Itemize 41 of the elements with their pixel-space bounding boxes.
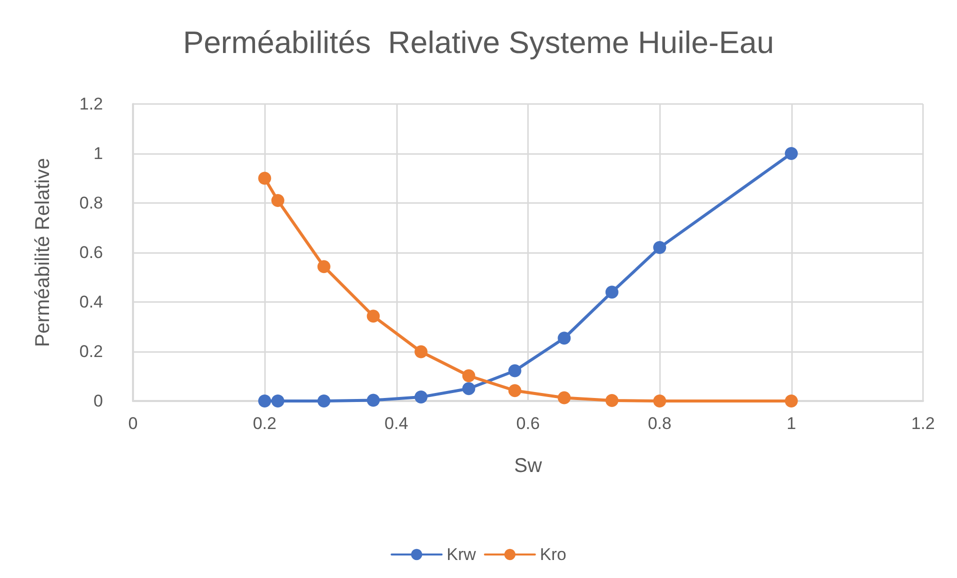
point: [784, 394, 798, 408]
x-tick-label: 0.2: [252, 414, 276, 433]
point: [317, 260, 330, 274]
point: [508, 384, 522, 398]
y-tick-label: 1.2: [79, 94, 103, 114]
point: [558, 391, 571, 404]
legend-label: Kro: [540, 545, 566, 564]
point: [317, 394, 330, 408]
point: [462, 369, 476, 382]
x-tick-label: 1.2: [911, 414, 935, 433]
y-tick-label: 0.4: [79, 292, 103, 312]
legend-label: Krw: [446, 545, 477, 564]
point: [508, 364, 522, 378]
y-tick-label: 0.8: [79, 194, 103, 212]
x-tick-label: 0.6: [516, 414, 540, 433]
point: [414, 390, 428, 404]
point: [784, 147, 798, 160]
point: [366, 310, 380, 323]
point: [605, 394, 618, 407]
chart-title: Perméabilités Relative Systeme Huile-Eau: [183, 25, 774, 60]
x-axis-title: Sw: [514, 455, 542, 477]
point: [258, 172, 272, 185]
x-tick-label: 0: [128, 414, 138, 433]
point: [258, 394, 272, 408]
x-tick-label: 0.8: [648, 414, 672, 433]
point: [462, 382, 476, 396]
y-tick-label: 1: [94, 144, 103, 163]
point: [653, 394, 666, 408]
point: [605, 286, 618, 299]
x-tick-label: 0.4: [384, 414, 408, 433]
y-tick-label: 0.2: [79, 342, 103, 361]
point: [271, 394, 284, 408]
y-tick-label: 0.6: [79, 243, 103, 262]
point: [653, 241, 666, 254]
y-tick-label: 0: [94, 392, 103, 410]
point: [558, 332, 571, 345]
x-tick-label: 1: [786, 414, 796, 433]
y-axis-title: Perméabilité Relative: [32, 158, 54, 347]
point: [271, 194, 284, 208]
point: [414, 345, 428, 358]
point: [366, 394, 380, 407]
